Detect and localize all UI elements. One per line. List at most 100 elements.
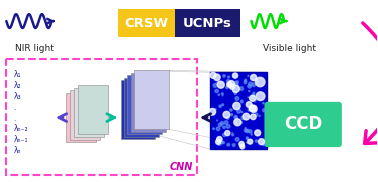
Text: UCNPs: UCNPs — [183, 17, 232, 29]
Point — [219, 92, 225, 95]
Point — [251, 76, 257, 79]
Text: λₙ₋₂: λₙ₋₂ — [13, 124, 28, 133]
Point — [243, 129, 249, 132]
Point — [234, 122, 240, 125]
FancyBboxPatch shape — [124, 78, 159, 137]
Point — [225, 80, 231, 83]
Point — [234, 121, 240, 124]
Point — [212, 108, 218, 111]
Point — [235, 110, 242, 113]
Text: λ₁: λ₁ — [13, 70, 21, 79]
FancyBboxPatch shape — [121, 80, 155, 139]
Point — [223, 113, 229, 116]
Text: .: . — [13, 103, 15, 112]
Point — [234, 81, 240, 84]
Point — [239, 143, 245, 146]
Text: CNN: CNN — [170, 162, 193, 172]
Point — [255, 131, 261, 134]
Point — [257, 95, 263, 98]
Point — [251, 107, 257, 110]
Point — [251, 94, 257, 97]
Point — [247, 140, 253, 143]
Point — [234, 138, 240, 141]
Point — [246, 90, 253, 92]
Point — [249, 97, 256, 100]
Point — [247, 140, 253, 143]
Point — [221, 74, 227, 77]
Point — [217, 82, 223, 85]
Text: λₙ₋₁: λₙ₋₁ — [13, 135, 28, 144]
Text: NIR light: NIR light — [15, 44, 54, 53]
FancyBboxPatch shape — [74, 88, 104, 137]
Point — [232, 116, 239, 119]
Point — [232, 81, 238, 84]
Point — [245, 129, 251, 132]
Point — [233, 75, 239, 78]
Point — [231, 90, 237, 93]
Point — [253, 130, 259, 133]
Point — [228, 82, 234, 85]
FancyBboxPatch shape — [66, 93, 96, 142]
Point — [225, 143, 231, 146]
FancyBboxPatch shape — [127, 75, 162, 134]
Point — [246, 103, 252, 106]
Point — [210, 74, 216, 77]
Point — [233, 104, 239, 107]
Point — [211, 127, 217, 130]
Point — [229, 131, 235, 134]
Point — [246, 103, 252, 106]
Point — [239, 145, 245, 148]
Point — [215, 140, 221, 143]
Point — [233, 104, 239, 107]
Point — [215, 127, 221, 130]
Point — [220, 141, 226, 144]
Point — [209, 110, 215, 113]
Point — [223, 113, 229, 116]
Point — [225, 116, 231, 119]
Point — [247, 130, 253, 133]
Point — [233, 116, 239, 118]
Point — [257, 80, 263, 83]
Text: CRSW: CRSW — [124, 17, 168, 29]
Point — [220, 94, 226, 97]
Point — [233, 87, 239, 90]
Point — [244, 136, 250, 139]
Point — [225, 125, 231, 128]
Point — [233, 83, 239, 86]
Point — [250, 96, 256, 99]
Point — [245, 138, 251, 141]
Point — [257, 114, 263, 117]
Point — [245, 141, 251, 144]
Point — [245, 74, 251, 77]
Point — [216, 93, 222, 96]
Point — [226, 83, 232, 86]
Point — [253, 113, 259, 116]
Point — [261, 141, 267, 144]
Point — [214, 90, 220, 92]
Point — [212, 84, 218, 87]
Point — [215, 140, 221, 143]
Point — [229, 85, 235, 88]
Point — [261, 143, 267, 145]
FancyArrowPatch shape — [363, 23, 378, 143]
Point — [229, 113, 235, 116]
Point — [220, 103, 226, 106]
Point — [232, 120, 239, 123]
Point — [253, 109, 259, 112]
FancyBboxPatch shape — [70, 90, 100, 140]
Point — [246, 85, 253, 88]
Point — [223, 121, 229, 124]
Point — [253, 98, 259, 101]
Point — [214, 119, 220, 122]
FancyBboxPatch shape — [135, 70, 169, 129]
Point — [232, 74, 238, 77]
Point — [255, 131, 261, 134]
Point — [261, 138, 267, 141]
Point — [218, 83, 224, 86]
Point — [246, 115, 252, 118]
Point — [239, 121, 245, 124]
Point — [251, 83, 257, 86]
Point — [245, 129, 251, 132]
Point — [239, 100, 245, 103]
Point — [210, 74, 216, 77]
